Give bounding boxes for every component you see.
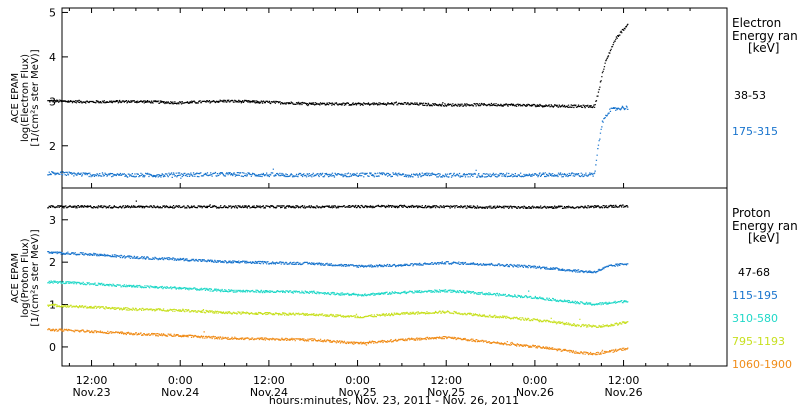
proton-series-4-points [47, 328, 629, 356]
electron-series-0-points [47, 23, 629, 109]
proton-panel-frame [61, 187, 728, 367]
proton-legend-unit: [keV] [748, 231, 779, 245]
x-tick-label-time-5: 0:00 [523, 374, 548, 387]
proton-ylabel-line2: log(Proton Flux) [20, 238, 31, 317]
x-tick-label-date-0: Nov.23 [73, 386, 111, 399]
x-tick-label-time-0: 12:00 [76, 374, 108, 387]
x-tick-label-time-3: 0:00 [345, 374, 370, 387]
electron-legend-title-2: Energy ran [732, 29, 798, 43]
proton-legend-item-0: 47-68 [738, 266, 770, 279]
electron-legend-unit: [keV] [748, 41, 779, 55]
x-tick-label-date-6: Nov.26 [605, 386, 643, 399]
proton-series-2-points [47, 280, 629, 306]
electron-ylabel: ACE EPAM log(Electron Flux) [1/(cm²s ste… [10, 49, 41, 146]
proton-y-tick-label-0: 0 [49, 341, 56, 354]
electron-legend: Electron Energy ran [keV] 38-53 175-315 [732, 16, 798, 138]
electron-ylabel-line3: [1/(cm²s ster MeV)] [30, 49, 41, 146]
electron-legend-item-1: 175-315 [732, 125, 778, 138]
proton-y-tick-label-2: 2 [49, 256, 56, 269]
x-tick-label-time-6: 12:00 [608, 374, 640, 387]
x-tick-label-time-1: 0:00 [168, 374, 193, 387]
x-tick-label-date-5: Nov.26 [516, 386, 554, 399]
electron-y-tick-label-3: 5 [49, 6, 56, 19]
electron-y-tick-label-0: 2 [49, 140, 56, 153]
x-axis-title: hours:minutes, Nov. 23, 2011 - Nov. 26, … [269, 394, 519, 407]
electron-y-tick-label-2: 4 [49, 51, 56, 64]
x-tick-label-time-4: 12:00 [430, 374, 462, 387]
x-tick-label-date-1: Nov.24 [161, 386, 199, 399]
plot-layer: 12:00Nov.230:00Nov.2412:00Nov.240:00Nov.… [47, 6, 691, 399]
proton-ylabel-line3: [1/(cm²s ster MeV)] [30, 229, 41, 326]
x-tick-label-date-3: Nov.25 [339, 386, 377, 399]
proton-ylabel: ACE EPAM log(Proton Flux) [1/(cm²s ster … [10, 229, 41, 326]
proton-series-3-points [47, 303, 629, 328]
electron-legend-title-1: Electron [732, 16, 781, 30]
electron-series-1-points [47, 105, 629, 179]
x-tick-label-date-2: Nov.24 [250, 386, 288, 399]
proton-legend: Proton Energy ran [keV] 47-68 115-195 31… [732, 206, 798, 371]
proton-legend-title-2: Energy ran [732, 219, 798, 233]
proton-legend-title-1: Proton [732, 206, 771, 220]
proton-legend-item-3: 795-1193 [732, 335, 785, 348]
electron-ylabel-line1: ACE EPAM [10, 73, 21, 123]
electron-ylabel-line2: log(Electron Flux) [20, 54, 31, 142]
electron-panel-frame [61, 7, 728, 189]
proton-ylabel-line1: ACE EPAM [10, 253, 21, 303]
proton-legend-item-1: 115-195 [732, 289, 778, 302]
x-tick-label-time-2: 12:00 [253, 374, 285, 387]
proton-series-1-points [47, 251, 629, 274]
x-tick-label-date-4: Nov.25 [427, 386, 465, 399]
electron-legend-item-0: 38-53 [734, 89, 766, 102]
proton-series-0-points [47, 200, 629, 209]
proton-y-tick-label-3: 3 [49, 214, 56, 227]
proton-legend-item-2: 310-580 [732, 312, 778, 325]
proton-legend-item-4: 1060-1900 [732, 358, 792, 371]
